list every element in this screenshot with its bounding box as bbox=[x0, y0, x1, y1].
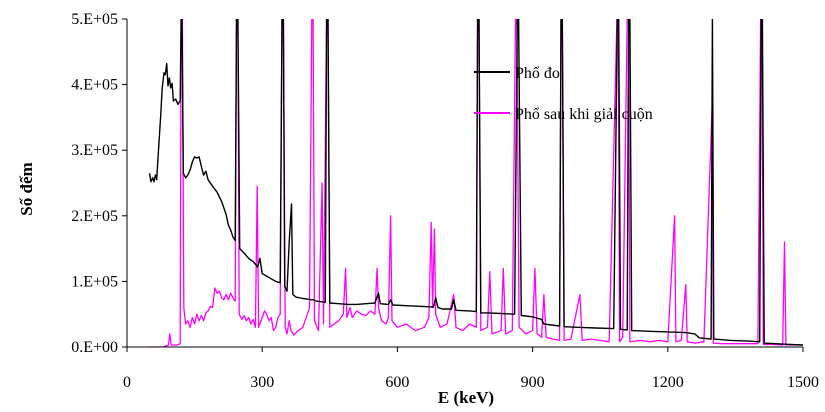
y-tick-label: 0.E+00 bbox=[71, 339, 118, 356]
legend: Phổ đo Phổ sau khi giải cuộn bbox=[474, 65, 653, 123]
x-tick-label: 300 bbox=[250, 374, 274, 391]
y-tick-label: 1.E+05 bbox=[71, 273, 118, 290]
x-tick-label: 1500 bbox=[787, 374, 819, 391]
x-tick-label: 900 bbox=[521, 374, 545, 391]
y-tick-label: 4.E+05 bbox=[71, 77, 118, 94]
x-tick-label: 1200 bbox=[652, 374, 684, 391]
y-tick-label: 3.E+05 bbox=[71, 142, 118, 159]
legend-label-deconvolved: Phổ sau khi giải cuộn bbox=[515, 106, 653, 123]
x-tick-label: 0 bbox=[123, 374, 131, 391]
y-tick-label: 2.E+05 bbox=[71, 208, 118, 225]
x-tick-label: 600 bbox=[385, 374, 409, 391]
y-tick-label: 5.E+05 bbox=[71, 11, 118, 28]
y-axis-title: Số đếm bbox=[17, 162, 36, 215]
legend-label-measured: Phổ đo bbox=[515, 65, 560, 82]
series-line-measured bbox=[148, 19, 803, 346]
plot-area: 0 300 600 900 1200 1500 0.E+00 1.E+05 2.E+05 3.E+… bbox=[71, 11, 819, 391]
x-axis-title: E (keV) bbox=[438, 388, 494, 407]
series-line-deconvolved bbox=[149, 19, 803, 347]
